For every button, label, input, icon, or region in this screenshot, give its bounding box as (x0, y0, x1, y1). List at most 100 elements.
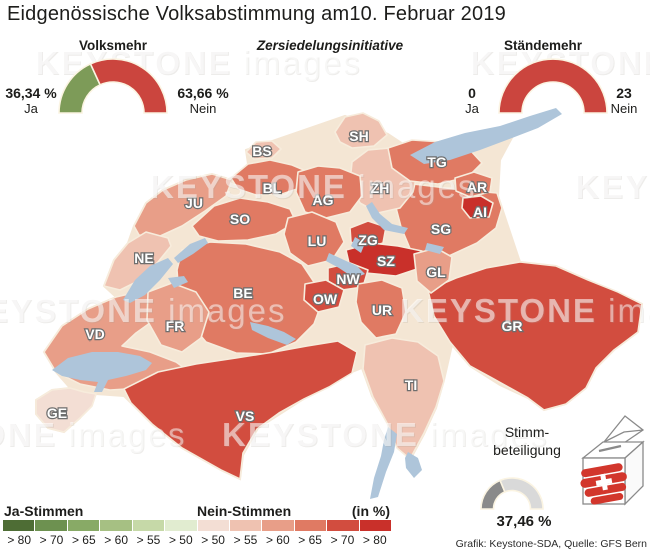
initiative-subtitle: Zersiedelungsinitiative (256, 38, 404, 53)
volksmehr-title: Volksmehr (78, 38, 148, 53)
legend-tick-n65: > 65 (298, 533, 322, 547)
canton-GE (35, 387, 97, 433)
legend-swatch-n65 (294, 520, 327, 531)
canton-label-SG: SG (431, 221, 451, 237)
canton-label-FR: FR (166, 318, 185, 334)
canton-label-TG: TG (427, 154, 447, 170)
canton-label-AI: AI (473, 204, 487, 220)
canton-label-OW: OW (313, 291, 338, 307)
legend-unit-label: (in %) (351, 503, 390, 519)
lake-0 (52, 352, 152, 392)
turnout-label-line2: beteiligung (493, 442, 561, 458)
canton-FR (146, 282, 210, 353)
canton-label-JU: JU (185, 195, 203, 211)
envelope-fold (603, 429, 644, 443)
legend-swatch-j80 (3, 520, 35, 531)
staendemehr-nein-segment (498, 58, 608, 114)
lake-11 (405, 452, 422, 478)
canton-label-BL: BL (263, 180, 282, 196)
canton-label-NE: NE (134, 250, 153, 266)
legend-tick-n55: > 55 (233, 533, 258, 547)
legend-tick-n70: > 70 (330, 533, 355, 547)
legend-tick-j80: > 80 (7, 533, 32, 547)
ballot-box-icon (580, 415, 645, 506)
staendemehr-ja-value: 0 (468, 85, 476, 101)
canton-label-ZG: ZG (358, 232, 378, 248)
legend-swatch-n80 (359, 520, 392, 531)
legend-swatch-j70 (35, 520, 67, 531)
lake-6 (326, 253, 365, 278)
turnout-empty-segment (499, 477, 544, 510)
lake-4 (410, 108, 562, 164)
canton-label-NW: NW (336, 271, 360, 287)
flag-cross-horizontal (595, 478, 613, 486)
canton-label-GL: GL (426, 264, 446, 280)
canton-label-UR: UR (372, 302, 392, 318)
canton-NE (103, 231, 172, 291)
canton-AI (461, 195, 494, 219)
staendemehr-gauge (498, 58, 608, 114)
canton-label-SZ: SZ (377, 253, 395, 269)
legend-tick-n50: > 50 (201, 533, 225, 547)
legend-tick-j70: > 70 (39, 533, 64, 547)
lake-1 (123, 258, 173, 303)
legend-swatch-j50 (165, 520, 197, 531)
canton-label-SH: SH (349, 128, 368, 144)
flag-stroke (590, 492, 624, 505)
canton-AR (454, 171, 493, 198)
canton-VS (123, 340, 358, 480)
canton-label-GE: GE (47, 405, 67, 421)
lake-8 (425, 243, 444, 254)
canton-SH (334, 112, 388, 149)
legend-ja-title: Ja-Stimmen (4, 503, 84, 519)
canton-UR (355, 279, 407, 339)
legend-tick-j60: > 60 (104, 533, 128, 547)
staendemehr-ja-label: Ja (465, 101, 479, 116)
volksmehr-nein-segment (89, 58, 168, 114)
volksmehr-gauge (58, 58, 168, 114)
lake-9 (250, 322, 296, 345)
legend-swatch-j65 (67, 520, 100, 531)
turnout-gauge (480, 477, 544, 510)
volksmehr-nein-value: 63,66 % (177, 85, 229, 101)
canton-label-AR: AR (467, 179, 487, 195)
legend-nein-title: Nein-Stimmen (197, 503, 292, 519)
staendemehr-title: Ständemehr (503, 38, 583, 53)
lake-5 (366, 202, 408, 234)
turnout-value: 37,46 % (496, 513, 552, 530)
staendemehr-nein-value: 23 (616, 85, 632, 101)
box-slot (598, 444, 622, 453)
canton-label-VD: VD (85, 326, 104, 342)
legend-swatch-n50 (197, 520, 229, 531)
legend-swatch-n55 (229, 520, 262, 531)
canton-BS (245, 140, 282, 160)
canton-label-TI: TI (405, 377, 417, 393)
legend-tick-j50: > 50 (168, 533, 193, 547)
page-title: Eidgenössische Volksabstimmung am10. Feb… (7, 3, 506, 25)
volksmehr-nein-label: Nein (189, 101, 217, 116)
canton-OW (303, 279, 345, 313)
legend-swatch-j60 (100, 520, 132, 531)
credit-line: Grafik: Keystone-SDA, Quelle: GFS Bern (455, 538, 647, 550)
legend-tick-n60: > 60 (265, 533, 290, 547)
canton-AG (295, 165, 363, 219)
legend-swatch-n60 (262, 520, 294, 531)
legend-swatch-j55 (132, 520, 165, 531)
legend-swatch-n70 (327, 520, 359, 531)
flag-stroke (581, 463, 623, 478)
canton-GR (427, 261, 643, 411)
canton-label-LU: LU (308, 233, 327, 249)
lake-7 (351, 237, 365, 253)
canton-label-AG: AG (313, 192, 334, 208)
legend-color-bar (3, 520, 392, 531)
canton-label-VS: VS (236, 408, 255, 424)
canton-TI (362, 337, 445, 460)
legend-tick-n80: > 80 (362, 533, 387, 547)
legend-tick-j55: > 55 (136, 533, 161, 547)
lake-3 (168, 276, 188, 288)
turnout-label-line1: Stimm- (504, 424, 550, 440)
lake-10 (370, 427, 397, 499)
canton-label-SO: SO (230, 211, 250, 227)
